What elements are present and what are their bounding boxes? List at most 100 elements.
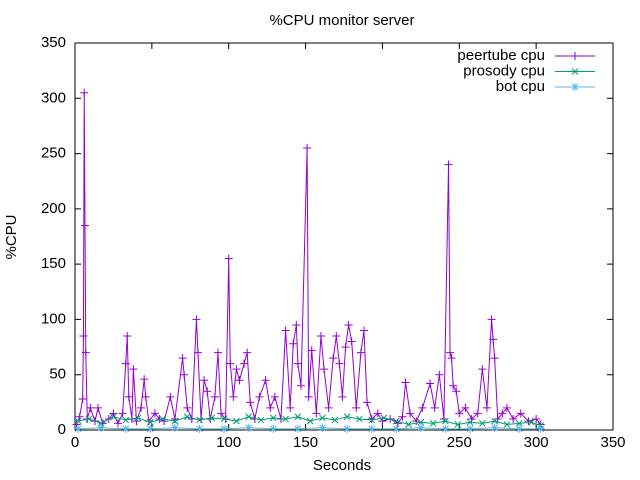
point	[490, 354, 499, 363]
point	[137, 403, 146, 412]
point	[426, 379, 435, 388]
point	[392, 424, 401, 433]
point	[269, 424, 278, 433]
legend-label: prosody cpu	[463, 62, 545, 79]
point	[240, 359, 249, 368]
point	[123, 332, 132, 341]
point	[121, 359, 130, 368]
point	[478, 365, 487, 374]
point	[282, 415, 289, 423]
point	[244, 423, 253, 432]
point	[429, 420, 437, 427]
point	[528, 418, 535, 426]
point	[312, 409, 321, 418]
point	[266, 403, 275, 412]
point	[418, 403, 427, 412]
point	[343, 424, 352, 433]
point	[294, 413, 302, 421]
point	[412, 417, 421, 426]
point	[356, 348, 365, 357]
point	[368, 416, 376, 424]
point	[286, 403, 295, 412]
point	[245, 413, 253, 421]
point	[121, 424, 130, 433]
point	[170, 423, 179, 432]
point	[80, 88, 89, 97]
point	[159, 415, 166, 423]
y-tick-label: 150	[41, 255, 66, 272]
point	[150, 409, 159, 418]
point	[515, 420, 523, 427]
point	[430, 403, 439, 412]
point	[269, 414, 277, 422]
y-tick-label: 100	[41, 310, 66, 327]
legend-marker	[571, 68, 579, 75]
point	[467, 414, 476, 423]
point	[292, 320, 301, 329]
point	[466, 418, 474, 426]
point	[416, 423, 425, 432]
x-tick-label: 250	[447, 434, 472, 451]
point	[446, 348, 455, 357]
point	[392, 417, 400, 425]
point	[454, 421, 462, 428]
point	[171, 417, 179, 425]
point	[316, 332, 325, 341]
point	[220, 424, 229, 433]
point	[455, 409, 464, 418]
x-tick-label: 350	[600, 434, 625, 451]
point	[344, 320, 353, 329]
point	[74, 417, 82, 425]
point	[515, 424, 524, 433]
point	[442, 417, 449, 425]
point	[114, 419, 123, 428]
point	[318, 423, 327, 432]
point	[124, 392, 133, 401]
point	[261, 376, 270, 385]
point	[293, 359, 302, 368]
point	[196, 416, 203, 424]
point	[490, 423, 499, 432]
point	[482, 403, 491, 412]
point	[224, 254, 233, 263]
point	[509, 414, 518, 423]
point	[461, 403, 470, 412]
point	[447, 354, 456, 363]
point	[86, 403, 95, 412]
point	[203, 387, 212, 396]
point	[146, 418, 154, 426]
point	[503, 421, 511, 428]
point	[118, 409, 127, 418]
x-tick-label: 200	[370, 434, 395, 451]
point	[356, 415, 363, 423]
point	[232, 365, 241, 374]
point	[74, 424, 83, 433]
legend-marker	[571, 52, 579, 60]
point	[183, 403, 192, 412]
point	[246, 398, 255, 407]
point	[532, 414, 541, 423]
point	[270, 392, 279, 401]
x-tick-label: 100	[216, 434, 241, 451]
y-tick-label: 300	[41, 89, 66, 106]
point	[146, 424, 155, 433]
point	[331, 416, 339, 424]
point	[489, 335, 498, 344]
point	[183, 413, 191, 421]
point	[341, 343, 350, 352]
point	[97, 423, 106, 432]
point	[306, 417, 314, 425]
point	[487, 315, 496, 324]
point	[367, 414, 376, 423]
point	[255, 392, 264, 401]
point	[347, 337, 356, 346]
point	[307, 346, 316, 355]
plot-border	[74, 42, 614, 431]
point	[406, 409, 415, 418]
point	[213, 348, 222, 357]
point	[435, 370, 444, 379]
x-tick-label: 50	[144, 434, 161, 451]
